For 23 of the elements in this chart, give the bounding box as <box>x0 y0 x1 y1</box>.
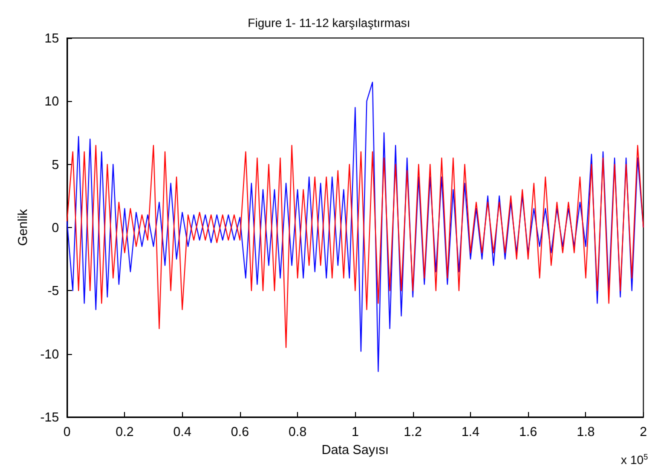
y-tick-label: 10 <box>44 94 59 109</box>
y-tick-label: -15 <box>40 410 59 424</box>
line-series <box>66 82 644 372</box>
x-tick-label: 0.8 <box>288 424 307 439</box>
x-tick-label: 2 <box>640 424 647 439</box>
x-tick-label: 1.2 <box>404 424 422 439</box>
y-tick-label: 5 <box>52 156 59 172</box>
x-tick-label: 1 <box>352 424 359 439</box>
y-tick-label: 15 <box>44 30 59 46</box>
x-axis-title: Data Sayısı <box>322 442 389 457</box>
x-tick-label: 1.8 <box>576 424 595 439</box>
line-series <box>66 144 644 348</box>
y-tick-label: -5 <box>47 283 59 298</box>
x-tick-label: 1.4 <box>461 424 480 439</box>
y-tick-label: -10 <box>40 346 59 362</box>
chart-title: Figure 1- 11-12 karşılaştırması <box>248 16 410 30</box>
x-tick-label: 1.6 <box>519 424 538 439</box>
y-axis-title: Genlik <box>15 208 30 246</box>
x-tick-label: 0.4 <box>173 424 192 439</box>
x-tick-label: 0.2 <box>116 424 134 439</box>
x-tick-label: 0 <box>63 424 71 439</box>
x-tick-label: 0.6 <box>230 424 249 439</box>
y-tick-label: 0 <box>52 220 59 235</box>
